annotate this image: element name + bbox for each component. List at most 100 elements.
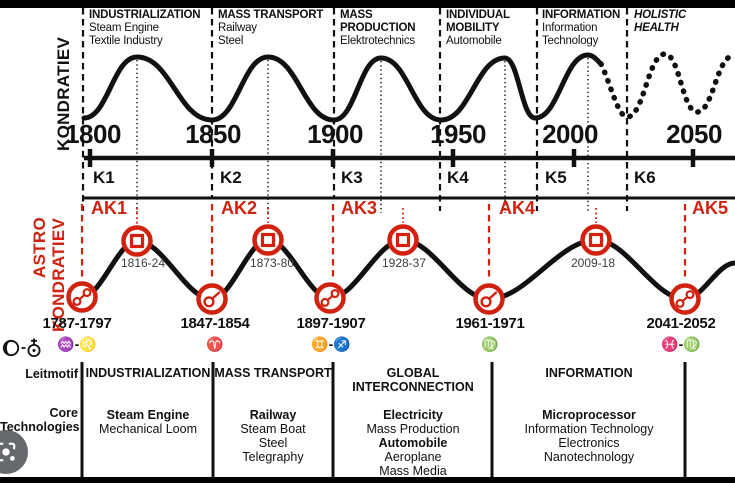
era-line: Steel — [218, 35, 244, 47]
core-tech-item: Telegraphy — [242, 450, 304, 464]
ak-trough-date: 1897-1907 — [296, 315, 366, 332]
opposition-aspect-node-icon — [314, 282, 346, 314]
k-cycle-label: K5 — [545, 168, 567, 187]
leitmotif-col3: GLOBAL INTERCONNECTION — [352, 366, 474, 394]
ak-cycle-label: AK2 — [221, 198, 258, 218]
core-tech-item: Electricity — [383, 408, 443, 422]
ak-cycle-label: AK5 — [692, 198, 729, 218]
year-axis-ruler — [84, 149, 735, 167]
zodiac-sign-label: ♍ — [481, 336, 499, 352]
core-tech-item: Information Technology — [524, 422, 654, 436]
conjunction-aspect-node-icon — [196, 283, 228, 315]
year-label: 1850 — [185, 119, 241, 149]
core-tech-col1: Steam Engine Mechanical Loom — [83, 408, 213, 436]
year-label: 1800 — [65, 119, 121, 149]
ak-cycle-label: AK1 — [91, 198, 128, 218]
k-cycle-label: K6 — [634, 168, 656, 187]
square-aspect-node-icon — [387, 224, 419, 256]
core-tech-item: Electronics — [558, 436, 620, 450]
core-tech-item: Railway — [249, 408, 297, 422]
era-label-mass-transport: MASS TRANSPORT Railway Steel — [218, 9, 330, 48]
kondratiev-wave — [81, 52, 604, 123]
zodiac-sign-label: ♓-♍ — [661, 336, 701, 352]
era-label-holistic-health: HOLISTIC HEALTH — [634, 9, 706, 35]
square-aspect-node-icon — [252, 224, 284, 256]
ak-peak-date: 1873-80 — [249, 256, 295, 270]
pluto-icon — [2, 339, 20, 357]
uranus-icon — [27, 338, 41, 357]
ak-cycle-label: AK3 — [341, 198, 378, 218]
year-label: 2000 — [542, 119, 598, 149]
ak-peak-date: 1928-37 — [381, 256, 427, 270]
leitmotif-col2: MASS TRANSPORT — [214, 366, 332, 380]
bottom-letterbox-bar — [0, 477, 735, 483]
ak-peak-date: 1816-24 — [120, 256, 166, 270]
leitmotif-col1: INDUSTRIALIZATION — [85, 366, 211, 380]
core-tech-item: Steel — [258, 436, 288, 450]
ak-divider-lines — [80, 204, 687, 281]
astro-axis-label-line1: ASTRO — [30, 217, 49, 278]
era-label-information: INFORMATION Information Technology — [542, 9, 634, 48]
core-tech-item: Steam Boat — [240, 422, 306, 436]
camera-lens-icon — [0, 442, 16, 462]
k-cycle-label: K1 — [93, 168, 115, 187]
square-aspect-node-icon — [121, 225, 153, 257]
k-cycle-label: K2 — [220, 168, 242, 187]
era-line: Automobile — [446, 35, 502, 47]
era-title: MASS PRODUCTION — [340, 9, 416, 34]
k-cycle-label: K3 — [341, 168, 363, 187]
square-aspect-node-icon — [580, 224, 612, 256]
era-title: HOLISTIC HEALTH — [634, 9, 687, 34]
era-label-mass-production: MASS PRODUCTION Elektrotechnics — [340, 9, 422, 48]
ak-trough-nodes — [66, 281, 701, 315]
era-line: Elektrotechnics — [340, 35, 415, 47]
era-line: Technology — [542, 35, 599, 47]
core-tech-col4: Microprocessor Information Technology El… — [494, 408, 684, 464]
ak-peak-nodes — [121, 224, 612, 257]
kondratiev-wave-forecast — [598, 51, 735, 120]
zodiac-sign-label: ♊-♐ — [311, 336, 351, 352]
row-label-core-technologies: Core Technologies — [0, 406, 80, 434]
era-title: INFORMATION — [542, 9, 621, 21]
top-letterbox-bar — [0, 0, 735, 8]
year-label: 1900 — [307, 119, 363, 149]
core-tech-item: Mass Production — [366, 422, 460, 436]
ak-cycle-label: AK4 — [499, 198, 536, 218]
era-line: Steam Engine — [89, 22, 159, 34]
era-title: INDUSTRIALIZATION — [89, 9, 201, 21]
zodiac-sign-label: ♒-♌ — [57, 336, 97, 352]
core-tech-item: Mechanical Loom — [99, 422, 197, 436]
core-tech-item: Steam Engine — [106, 408, 190, 422]
peak-dotted-lines — [136, 58, 589, 213]
leitmotif-col4: INFORMATION — [545, 366, 633, 380]
zodiac-sign-label: ♈ — [206, 336, 224, 352]
ak-trough-date: 1787-1797 — [42, 315, 112, 332]
core-tech-item: Aeroplane — [384, 450, 442, 464]
era-line: Railway — [218, 22, 257, 34]
ak-trough-date: 1847-1854 — [180, 315, 250, 332]
ak-trough-date: 2041-2052 — [646, 315, 716, 332]
opposition-aspect-node-icon — [669, 283, 701, 315]
core-tech-item: Nanotechnology — [543, 450, 635, 464]
core-tech-item: Automobile — [378, 436, 448, 450]
year-label: 2050 — [666, 119, 722, 149]
ak-peak-date: 2009-18 — [570, 256, 616, 270]
era-title: INDIVIDUAL MOBILITY — [446, 9, 510, 34]
era-line: Textile Industry — [89, 35, 163, 47]
table-column-lines — [80, 362, 687, 478]
era-line: Information — [542, 22, 598, 34]
year-label: 1950 — [430, 119, 486, 149]
core-tech-col3: Electricity Mass Production Automobile A… — [335, 408, 491, 478]
era-label-industrialization: INDUSTRIALIZATION Steam Engine Textile I… — [89, 9, 219, 48]
era-label-individual-mobility: INDIVIDUAL MOBILITY Automobile — [446, 9, 526, 48]
core-tech-item: Microprocessor — [542, 408, 636, 422]
era-title: MASS TRANSPORT — [218, 9, 324, 21]
conjunction-aspect-node-icon — [473, 283, 505, 315]
ak-trough-date: 1961-1971 — [455, 315, 525, 332]
astro-kondratiev-wave — [81, 237, 735, 302]
core-tech-item: Mass Media — [379, 464, 447, 478]
k-cycle-label: K4 — [447, 168, 469, 187]
planet-cycle-legend — [2, 338, 41, 357]
